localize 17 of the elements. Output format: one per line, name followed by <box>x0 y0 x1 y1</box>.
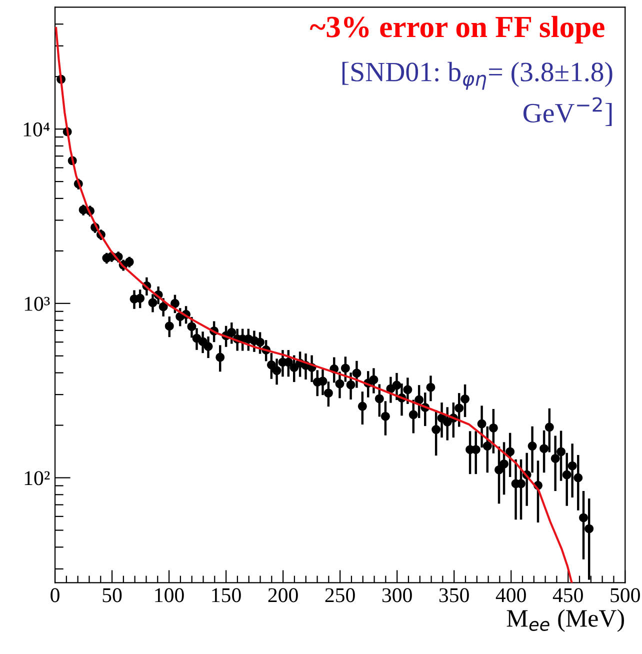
annotation: [SND01: b$_{φη}$= (3.8±1.8) GeV$^{−2}$] <box>342 62 612 126</box>
chart-title: ~3% error on FF slope <box>310 16 604 44</box>
x-tick-label: 250 <box>325 588 355 602</box>
x-tick-label: 350 <box>439 588 469 602</box>
x-tick-label: 300 <box>382 588 412 602</box>
x-tick-label: 150 <box>212 588 241 602</box>
x-tick-label: 400 <box>496 588 526 602</box>
y-tick-label: 10⁴ <box>24 122 50 136</box>
x-axis-title: M$_{ee}$ (MeV) <box>506 609 624 632</box>
x-tick-label: 500 <box>610 588 640 602</box>
x-tick-label: 0 <box>50 588 60 602</box>
x-tick-label: 100 <box>155 588 184 602</box>
y-tick-label: 10³ <box>24 296 50 311</box>
x-tick-label: 50 <box>102 588 122 602</box>
x-tick-label: 200 <box>268 588 298 602</box>
y-tick-label: 10² <box>24 471 50 486</box>
x-tick-label: 450 <box>552 588 583 602</box>
